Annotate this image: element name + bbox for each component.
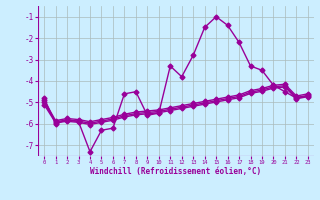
X-axis label: Windchill (Refroidissement éolien,°C): Windchill (Refroidissement éolien,°C) [91, 167, 261, 176]
